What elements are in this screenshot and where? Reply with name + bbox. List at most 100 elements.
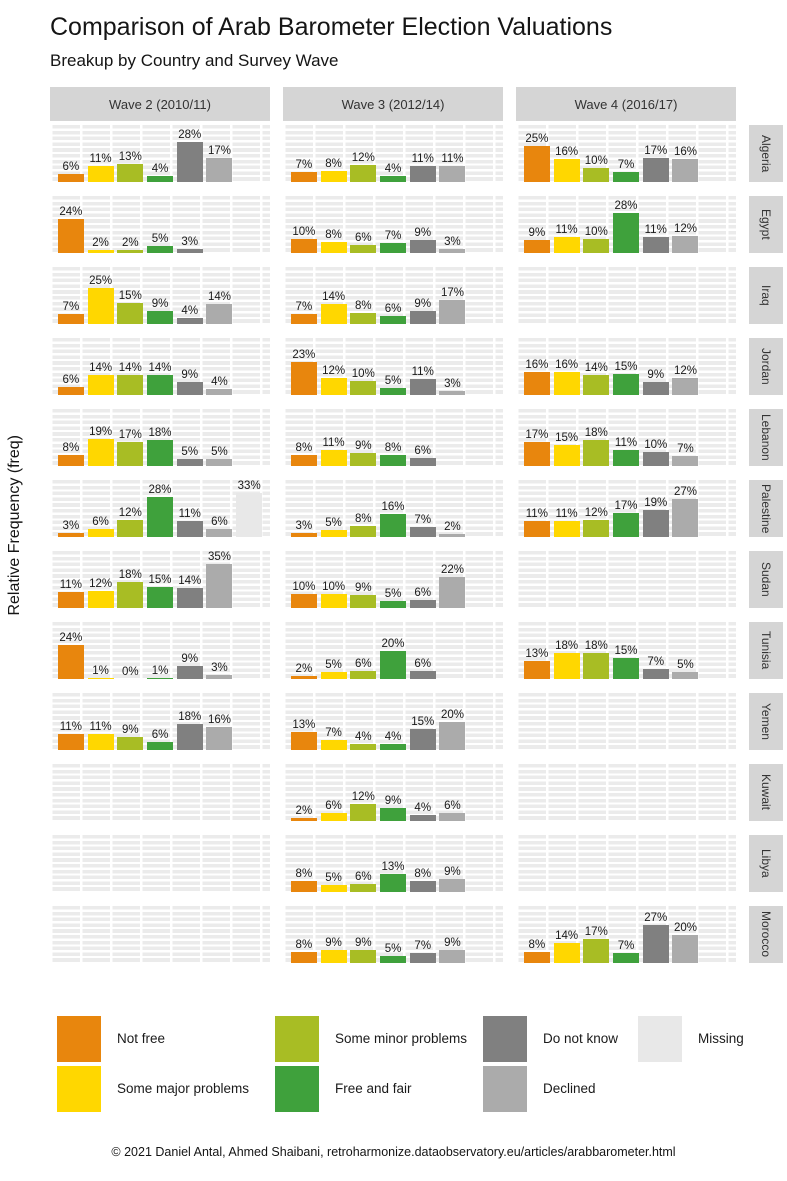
bar bbox=[320, 529, 347, 537]
bar-value-label: 10% bbox=[644, 438, 668, 451]
bar-slot bbox=[467, 835, 497, 892]
bar-value-label: 11% bbox=[411, 153, 434, 166]
bar-value-label: 19% bbox=[644, 496, 668, 509]
bar-slot bbox=[467, 338, 497, 395]
bar-slot: 8% bbox=[289, 835, 319, 892]
bar bbox=[642, 924, 669, 963]
bar bbox=[350, 595, 377, 608]
bar-slot: 22% bbox=[438, 551, 468, 608]
bar-slot bbox=[234, 196, 264, 253]
bar bbox=[290, 951, 317, 963]
bar bbox=[290, 454, 317, 466]
bar bbox=[380, 600, 407, 608]
bar bbox=[409, 880, 436, 892]
bar-slot: 10% bbox=[581, 196, 611, 253]
bar-slot: 28% bbox=[611, 196, 641, 253]
bar bbox=[117, 302, 144, 324]
bar-slot: 7% bbox=[378, 196, 408, 253]
bar-value-label: 15% bbox=[614, 644, 638, 657]
bar bbox=[553, 159, 580, 182]
bar-slot: 12% bbox=[348, 764, 378, 821]
bar bbox=[350, 164, 377, 182]
bar bbox=[523, 372, 550, 395]
bar-slot: 14% bbox=[581, 338, 611, 395]
bar bbox=[642, 157, 669, 182]
facet-panel: 8% 14% 17% 7% 27% 20% bbox=[516, 906, 736, 963]
bar-value-label: 18% bbox=[584, 427, 608, 440]
legend-swatch bbox=[57, 1065, 101, 1112]
bar-value-label: 13% bbox=[381, 860, 405, 873]
bar-value-label: 35% bbox=[207, 551, 231, 563]
bar-value-label: 4% bbox=[151, 163, 169, 176]
bar-value-label: 6% bbox=[354, 870, 372, 883]
bar-value-label: 6% bbox=[211, 515, 228, 528]
bar-value-label: 17% bbox=[644, 144, 668, 157]
y-axis-label: Relative Frequency (freq) bbox=[6, 434, 23, 616]
bar bbox=[87, 677, 114, 679]
bar-slot bbox=[467, 551, 497, 608]
bar-value-label: 33% bbox=[237, 480, 261, 492]
bar bbox=[117, 163, 144, 182]
bar bbox=[57, 734, 84, 750]
bar-slot: 6% bbox=[348, 835, 378, 892]
bar bbox=[553, 444, 580, 466]
bar-slot: 3% bbox=[438, 196, 468, 253]
bar-value-label: 6% bbox=[414, 444, 432, 457]
legend-label: Free and fair bbox=[335, 1081, 412, 1096]
facet-panel bbox=[50, 764, 270, 821]
bar-value-label: 18% bbox=[584, 640, 608, 653]
bar-value-label: 12% bbox=[322, 364, 346, 377]
bar-value-label: 4% bbox=[354, 731, 372, 744]
bar-slot: 7% bbox=[56, 267, 86, 324]
legend-item: Some major problems bbox=[57, 1065, 275, 1112]
bar-value-label: 1% bbox=[151, 664, 169, 677]
bar-slot: 11% bbox=[408, 125, 438, 182]
bar-value-label: 7% bbox=[295, 159, 313, 171]
legend-item: Free and fair bbox=[275, 1065, 483, 1112]
bar-slot: 8% bbox=[522, 906, 552, 963]
bar-slot: 9% bbox=[348, 409, 378, 466]
bar-slot: 11% bbox=[641, 196, 671, 253]
bar-slot: 11% bbox=[56, 693, 86, 750]
bar bbox=[290, 818, 317, 821]
facet-panel: 8% 5% 6% 13% 8% 9% bbox=[283, 835, 503, 892]
legend-swatch bbox=[275, 1065, 319, 1112]
bar bbox=[350, 244, 377, 253]
bar-value-label: 7% bbox=[384, 230, 402, 242]
bar-slot bbox=[467, 409, 497, 466]
bar-slot: 11% bbox=[319, 409, 349, 466]
bar bbox=[117, 441, 144, 466]
facet-panel bbox=[50, 835, 270, 892]
bar-slot: 27% bbox=[671, 480, 701, 537]
bar-value-label: 4% bbox=[384, 731, 402, 744]
bar bbox=[380, 514, 407, 537]
bar bbox=[583, 375, 610, 395]
facet-row-label: Iraq bbox=[749, 267, 783, 324]
bar-value-label: 11% bbox=[644, 224, 667, 237]
bar-slot: 6% bbox=[319, 764, 349, 821]
facet-panel: 25% 16% 10% 7% 17% 16% bbox=[516, 125, 736, 182]
bar-value-label: 9% bbox=[151, 298, 169, 311]
bar-value-label: 12% bbox=[89, 577, 113, 590]
bar bbox=[87, 590, 114, 608]
bar-slot: 2% bbox=[86, 196, 116, 253]
bar-value-label: 9% bbox=[354, 440, 372, 453]
bar bbox=[613, 657, 640, 679]
bar-value-label: 9% bbox=[414, 227, 432, 240]
bar bbox=[57, 644, 84, 679]
bar-value-label: 20% bbox=[381, 637, 405, 650]
bar-slot: 17% bbox=[581, 906, 611, 963]
bar bbox=[87, 734, 114, 750]
bar-value-label: 8% bbox=[528, 938, 546, 951]
bar bbox=[206, 674, 233, 679]
bar bbox=[439, 721, 466, 750]
bar-value-label: 4% bbox=[384, 163, 402, 176]
bar bbox=[642, 237, 669, 253]
bar-slot: 6% bbox=[56, 338, 86, 395]
bar-slot: 6% bbox=[408, 551, 438, 608]
bar-slot: 10% bbox=[289, 551, 319, 608]
bar bbox=[350, 312, 377, 324]
facet-panel bbox=[516, 551, 736, 608]
bar bbox=[409, 728, 436, 750]
bar bbox=[409, 527, 436, 537]
